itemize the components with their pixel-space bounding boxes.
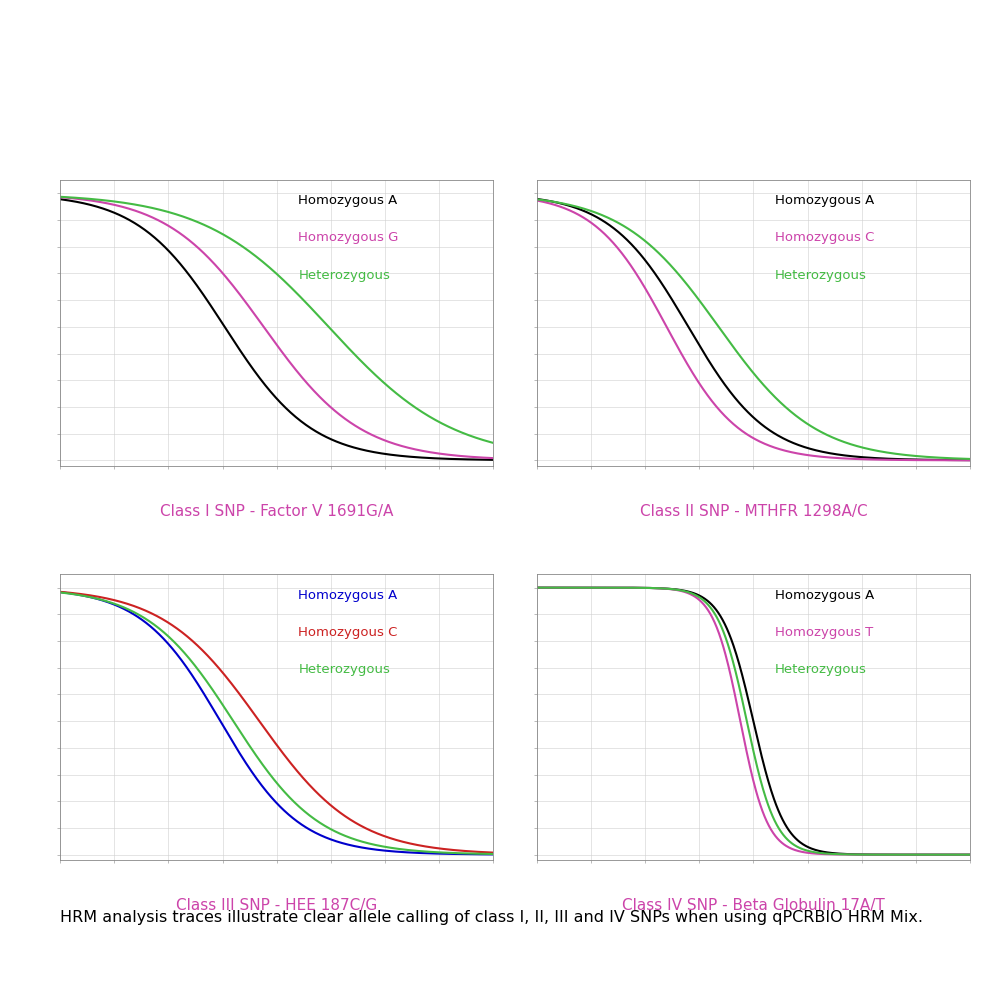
Text: Homozygous A: Homozygous A: [775, 194, 874, 207]
Text: HRM analysis traces illustrate clear allele calling of class I, II, III and IV S: HRM analysis traces illustrate clear all…: [60, 910, 923, 925]
Text: Homozygous A: Homozygous A: [298, 194, 398, 207]
Text: Homozygous A: Homozygous A: [775, 589, 874, 602]
Text: Class IV SNP - Beta Globulin 17A/T: Class IV SNP - Beta Globulin 17A/T: [622, 898, 885, 913]
Text: Homozygous G: Homozygous G: [298, 231, 399, 244]
Text: Class III SNP - HEE 187C/G: Class III SNP - HEE 187C/G: [176, 898, 377, 913]
Text: Heterozygous: Heterozygous: [298, 663, 390, 676]
Text: Homozygous T: Homozygous T: [775, 626, 873, 639]
Text: Class II SNP - MTHFR 1298A/C: Class II SNP - MTHFR 1298A/C: [640, 504, 867, 519]
Text: Homozygous C: Homozygous C: [298, 626, 398, 639]
Text: Heterozygous: Heterozygous: [298, 269, 390, 282]
Text: Heterozygous: Heterozygous: [775, 663, 867, 676]
Text: Heterozygous: Heterozygous: [775, 269, 867, 282]
Text: Homozygous A: Homozygous A: [298, 589, 398, 602]
Text: Homozygous C: Homozygous C: [775, 231, 874, 244]
Text: Class I SNP - Factor V 1691G/A: Class I SNP - Factor V 1691G/A: [160, 504, 393, 519]
